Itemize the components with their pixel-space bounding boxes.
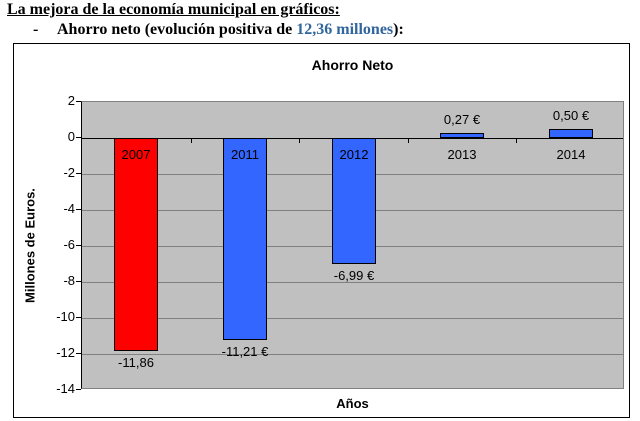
y-tick-mark bbox=[76, 353, 81, 354]
list-dash: - bbox=[33, 21, 39, 38]
bar-2014 bbox=[549, 129, 593, 138]
y-tick-mark bbox=[76, 209, 81, 210]
plot-area: 2007 -11,86 2011 -11,21 € 2012 -6,99 € 2013 0,2… bbox=[81, 101, 624, 389]
bar-2011 bbox=[223, 138, 267, 340]
year-label-2012: 2012 bbox=[339, 147, 369, 162]
year-label-2014: 2014 bbox=[556, 147, 586, 162]
value-label-2007: -11,86 bbox=[118, 355, 154, 370]
bar-2007 bbox=[114, 138, 158, 351]
gridline bbox=[82, 282, 623, 283]
y-tick-label--6: -6 bbox=[63, 237, 75, 252]
x-tick-mark bbox=[299, 138, 300, 143]
gridline bbox=[82, 354, 623, 355]
x-tick-mark bbox=[191, 138, 192, 143]
y-tick-mark bbox=[76, 317, 81, 318]
x-tick-mark bbox=[516, 138, 517, 143]
x-tick-mark bbox=[408, 138, 409, 143]
y-tick-label--10: -10 bbox=[56, 309, 75, 324]
y-tick-label--2: -2 bbox=[63, 165, 75, 180]
y-tick-label-0: 0 bbox=[67, 129, 75, 144]
subtitle-text: Ahorro neto (evolución positiva de bbox=[57, 21, 297, 38]
y-tick-label--12: -12 bbox=[56, 345, 75, 360]
subtitle-highlight: 12,36 millones bbox=[296, 21, 394, 38]
chart-title: Ahorro Neto bbox=[311, 57, 394, 73]
subtitle-suffix: ): bbox=[393, 21, 404, 38]
value-label-2012: -6,99 € bbox=[333, 268, 375, 283]
value-label-2014: 0,50 € bbox=[552, 108, 590, 123]
year-label-2013: 2013 bbox=[447, 147, 477, 162]
chart-frame: Ahorro Neto Millones de Euros. 2007 -11,8… bbox=[13, 43, 630, 418]
bar-2012 bbox=[332, 138, 376, 264]
value-label-2011: -11,21 € bbox=[221, 344, 269, 359]
year-label-2007: 2007 bbox=[121, 147, 151, 162]
x-axis-title: Años bbox=[336, 396, 369, 411]
bar-2013 bbox=[440, 133, 484, 138]
y-axis-title: Millones de Euros. bbox=[22, 188, 38, 303]
y-tick-label--14: -14 bbox=[56, 381, 75, 396]
y-tick-mark bbox=[76, 173, 81, 174]
y-tick-label--4: -4 bbox=[63, 201, 75, 216]
y-tick-label--8: -8 bbox=[63, 273, 75, 288]
year-label-2011: 2011 bbox=[231, 147, 259, 162]
page-title: La mejora de la economía municipal en gr… bbox=[7, 1, 340, 18]
y-tick-mark bbox=[76, 281, 81, 282]
y-tick-mark bbox=[76, 245, 81, 246]
y-tick-mark bbox=[76, 101, 81, 102]
gridline bbox=[82, 318, 623, 319]
subtitle-line: - Ahorro neto (evolución positiva de 12,3… bbox=[33, 21, 404, 39]
y-tick-mark bbox=[76, 137, 81, 138]
y-tick-label-2: 2 bbox=[67, 93, 75, 108]
value-label-2013: 0,27 € bbox=[443, 112, 481, 127]
y-tick-mark bbox=[76, 389, 81, 390]
